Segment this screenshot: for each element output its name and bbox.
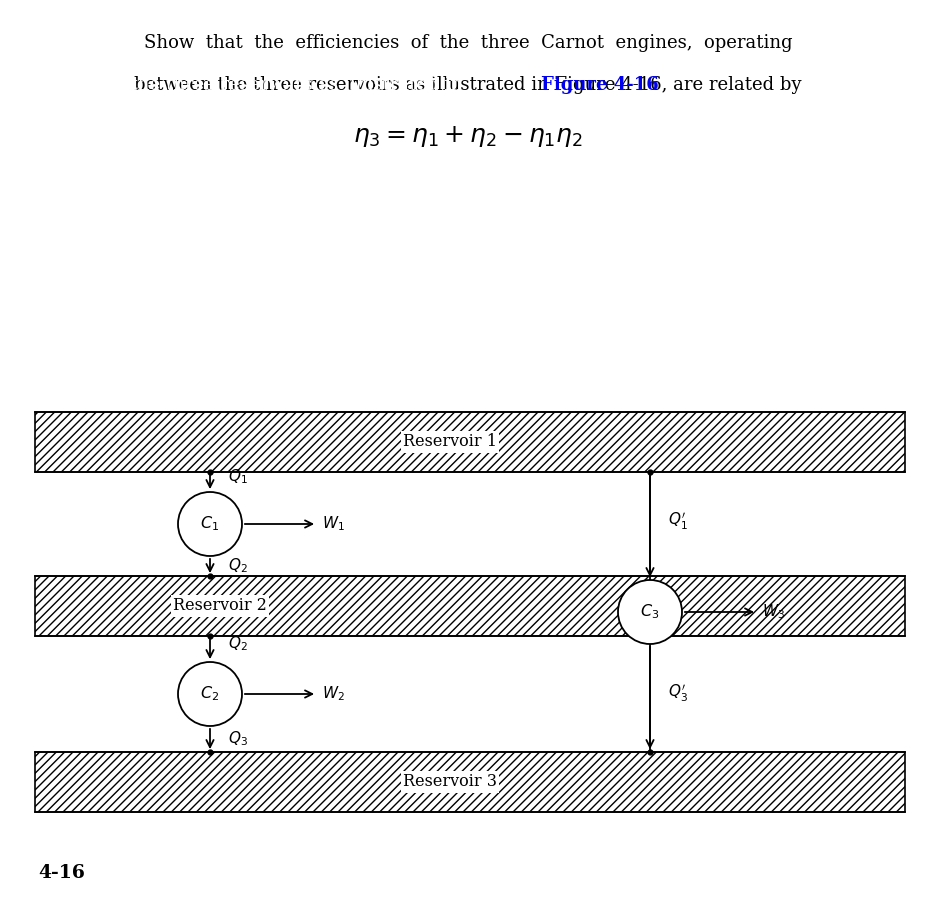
Bar [35,752,905,812]
Text: $Q_2$: $Q_2$ [228,634,248,654]
Text: Reservoir 2: Reservoir 2 [173,598,267,614]
Text: $Q_2$: $Q_2$ [228,557,248,575]
Bar [35,576,905,636]
Text: $Q_3$: $Q_3$ [228,729,248,749]
Text: $\eta_3 = \eta_1 + \eta_2 - \eta_1\eta_2$: $\eta_3 = \eta_1 + \eta_2 - \eta_1\eta_2… [353,124,583,149]
Circle shape [618,580,682,644]
Text: Figure 4-16: Figure 4-16 [541,76,659,94]
Text: $W_3$: $W_3$ [762,602,785,622]
Text: $W_2$: $W_2$ [322,685,344,704]
Text: $Q_1$: $Q_1$ [228,468,248,486]
Text: between the three reservoirs as illustrated in: between the three reservoirs as illustra… [48,76,468,94]
Text: $C_1$: $C_1$ [200,515,220,534]
Text: 4-16: 4-16 [38,864,85,882]
Text: $Q_1'$: $Q_1'$ [668,510,688,532]
Text: $C_2$: $C_2$ [200,685,220,704]
Text: Reservoir 3: Reservoir 3 [403,773,497,791]
Text: $W_1$: $W_1$ [322,515,344,534]
Bar [35,412,905,472]
Circle shape [178,492,242,556]
Text: between the three reservoirs as illustrated in Figure 4-16, are related by: between the three reservoirs as illustra… [134,76,802,94]
Text: Show  that  the  efficiencies  of  the  three  Carnot  engines,  operating: Show that the efficiencies of the three … [144,34,792,52]
Circle shape [178,662,242,726]
Text: $Q_3'$: $Q_3'$ [668,683,688,704]
Text: Reservoir 1: Reservoir 1 [403,433,497,451]
Text: $C_3$: $C_3$ [640,602,660,622]
